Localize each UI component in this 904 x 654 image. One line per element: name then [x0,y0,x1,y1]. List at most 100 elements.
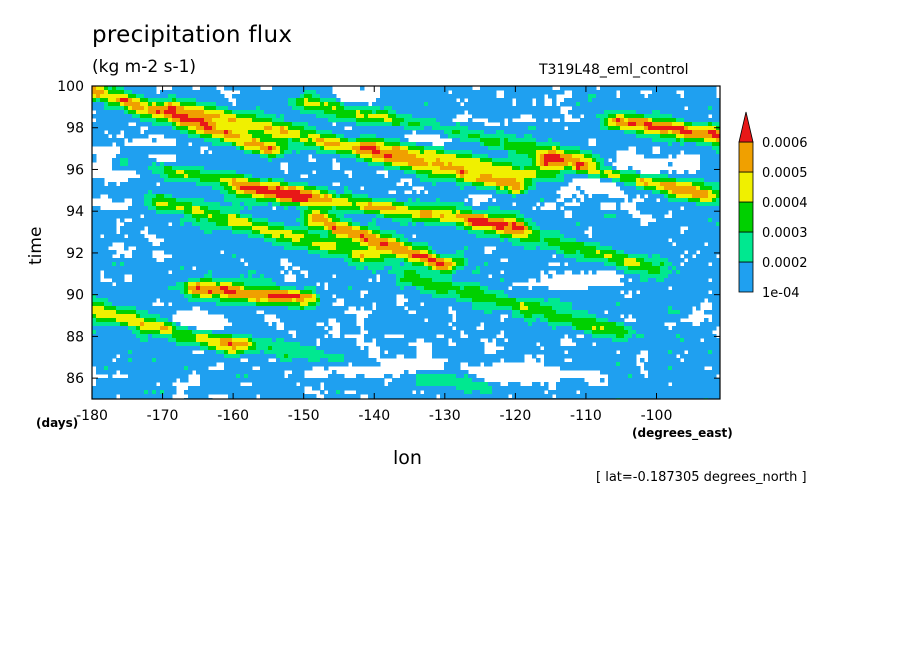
heatmap-cell [444,202,449,207]
heatmap-cell [288,142,293,147]
heatmap-cell [444,86,449,91]
heatmap-cell [476,106,481,111]
heatmap-cell [360,138,365,143]
heatmap-cell [712,170,717,175]
heatmap-cell [404,210,409,215]
heatmap-cell [656,138,661,143]
heatmap-cell [240,162,245,167]
heatmap-cell [340,174,345,179]
heatmap-cell [208,222,213,227]
heatmap-cell [300,222,305,227]
heatmap-cell [336,194,341,199]
heatmap-cell [304,146,309,151]
heatmap-cell [184,134,189,139]
heatmap-cell [208,130,213,135]
heatmap-cell [160,90,165,95]
heatmap-cell [252,142,257,147]
heatmap-cell [228,210,233,215]
heatmap-cell [512,114,517,119]
heatmap-cell [244,174,249,179]
heatmap-cell [496,198,501,203]
heatmap-cell [128,214,133,219]
heatmap-cell [400,138,405,143]
heatmap-cell [444,118,449,123]
heatmap-cell [420,98,425,103]
heatmap-cell [472,162,477,167]
heatmap-cell [716,214,720,219]
heatmap-cell [380,214,385,219]
heatmap-cell [544,170,549,175]
heatmap-cell [596,126,601,131]
heatmap-cell [440,126,445,131]
heatmap-cell [204,186,209,191]
heatmap-cell [712,150,717,155]
heatmap-cell [436,206,441,211]
heatmap-cell [572,146,577,151]
heatmap-cell [228,126,233,131]
heatmap-cell [328,138,333,143]
heatmap-cell [164,114,169,119]
heatmap-cell [196,182,201,187]
heatmap-cell [520,202,525,207]
heatmap-cell [324,86,329,91]
heatmap-cell [576,150,581,155]
heatmap-cell [224,170,229,175]
heatmap-cell [312,198,317,203]
heatmap-cell [688,98,693,103]
heatmap-cell [604,178,609,183]
heatmap-cell [488,130,493,135]
heatmap-cell [268,194,273,199]
heatmap-cell [352,178,357,183]
heatmap-cell [392,158,397,163]
heatmap-cell [284,102,289,107]
heatmap-cell [468,182,473,187]
heatmap-cell [184,110,189,115]
heatmap-cell [336,154,341,159]
heatmap-cell [96,226,101,231]
heatmap-cell [676,110,681,115]
heatmap-cell [328,134,333,139]
heatmap-cell [224,98,229,103]
heatmap-cell [460,218,465,223]
heatmap-cell [540,130,545,135]
heatmap-cell [348,222,353,227]
heatmap-cell [704,122,709,127]
heatmap-cell [344,118,349,123]
heatmap-cell [96,102,101,107]
heatmap-cell [536,218,541,223]
heatmap-cell [276,146,281,151]
heatmap-cell [464,170,469,175]
heatmap-cell [332,190,337,195]
heatmap-cell [236,194,241,199]
heatmap-cell [264,106,269,111]
heatmap-cell [520,178,525,183]
heatmap-cell [612,90,617,95]
heatmap-cell [316,222,321,227]
heatmap-cell [408,106,413,111]
heatmap-cell [388,186,393,191]
heatmap-cell [636,114,641,119]
heatmap-cell [704,138,709,143]
heatmap-cell [344,190,349,195]
heatmap-cell [432,94,437,99]
heatmap-cell [556,166,561,171]
heatmap-cell [428,190,433,195]
heatmap-cell [104,110,109,115]
heatmap-cell [296,86,301,91]
heatmap-cell [96,178,101,183]
heatmap-cell [544,86,549,91]
heatmap-cell [476,138,481,143]
heatmap-cell [328,206,333,211]
heatmap-cell [428,90,433,95]
heatmap-cell [116,118,121,123]
heatmap-cell [224,122,229,127]
heatmap-cell [364,130,369,135]
heatmap-cell [552,130,557,135]
heatmap-cell [300,102,305,107]
heatmap-cell [604,214,609,219]
heatmap-cell [248,134,253,139]
heatmap-cell [684,146,689,151]
heatmap-cell [400,126,405,131]
heatmap-cell [480,150,485,155]
heatmap-cell [436,210,441,215]
